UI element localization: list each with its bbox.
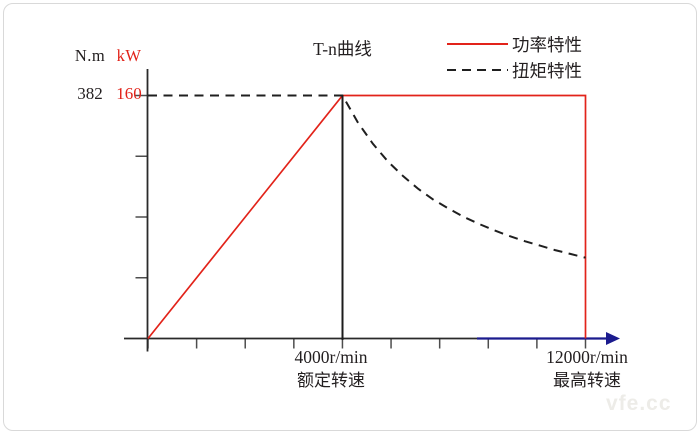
legend-item-torque: 扭矩特性 — [447, 57, 582, 83]
x-label-rated-speed-value: 4000r/min — [294, 347, 368, 367]
legend-label-torque: 扭矩特性 — [512, 60, 582, 81]
legend: 功率特性 扭矩特性 — [447, 31, 582, 83]
chart-title: T-n曲线 — [313, 39, 372, 59]
x-label-max-speed-value: 12000r/min — [546, 347, 628, 367]
x-label-max-speed-caption: 最高转速 — [553, 371, 621, 390]
legend-label-power: 功率特性 — [512, 34, 582, 55]
y-axis-max-power: 160 — [116, 84, 142, 103]
solid-line-swatch-icon — [447, 43, 508, 45]
legend-item-power: 功率特性 — [447, 31, 582, 57]
dashed-line-swatch-icon — [447, 69, 508, 71]
y-axis-max-torque: 382 — [77, 84, 103, 103]
watermark: vfe.cc — [606, 392, 672, 415]
x-label-rated-speed: 4000r/min 额定转速 — [248, 346, 414, 392]
x-label-max-speed: 12000r/min 最高转速 — [503, 346, 671, 392]
y-axis-unit-power: kW — [116, 46, 142, 65]
y-axis-unit-torque: N.m — [74, 46, 106, 65]
chart-frame — [3, 3, 697, 431]
x-label-rated-speed-caption: 额定转速 — [297, 371, 365, 390]
